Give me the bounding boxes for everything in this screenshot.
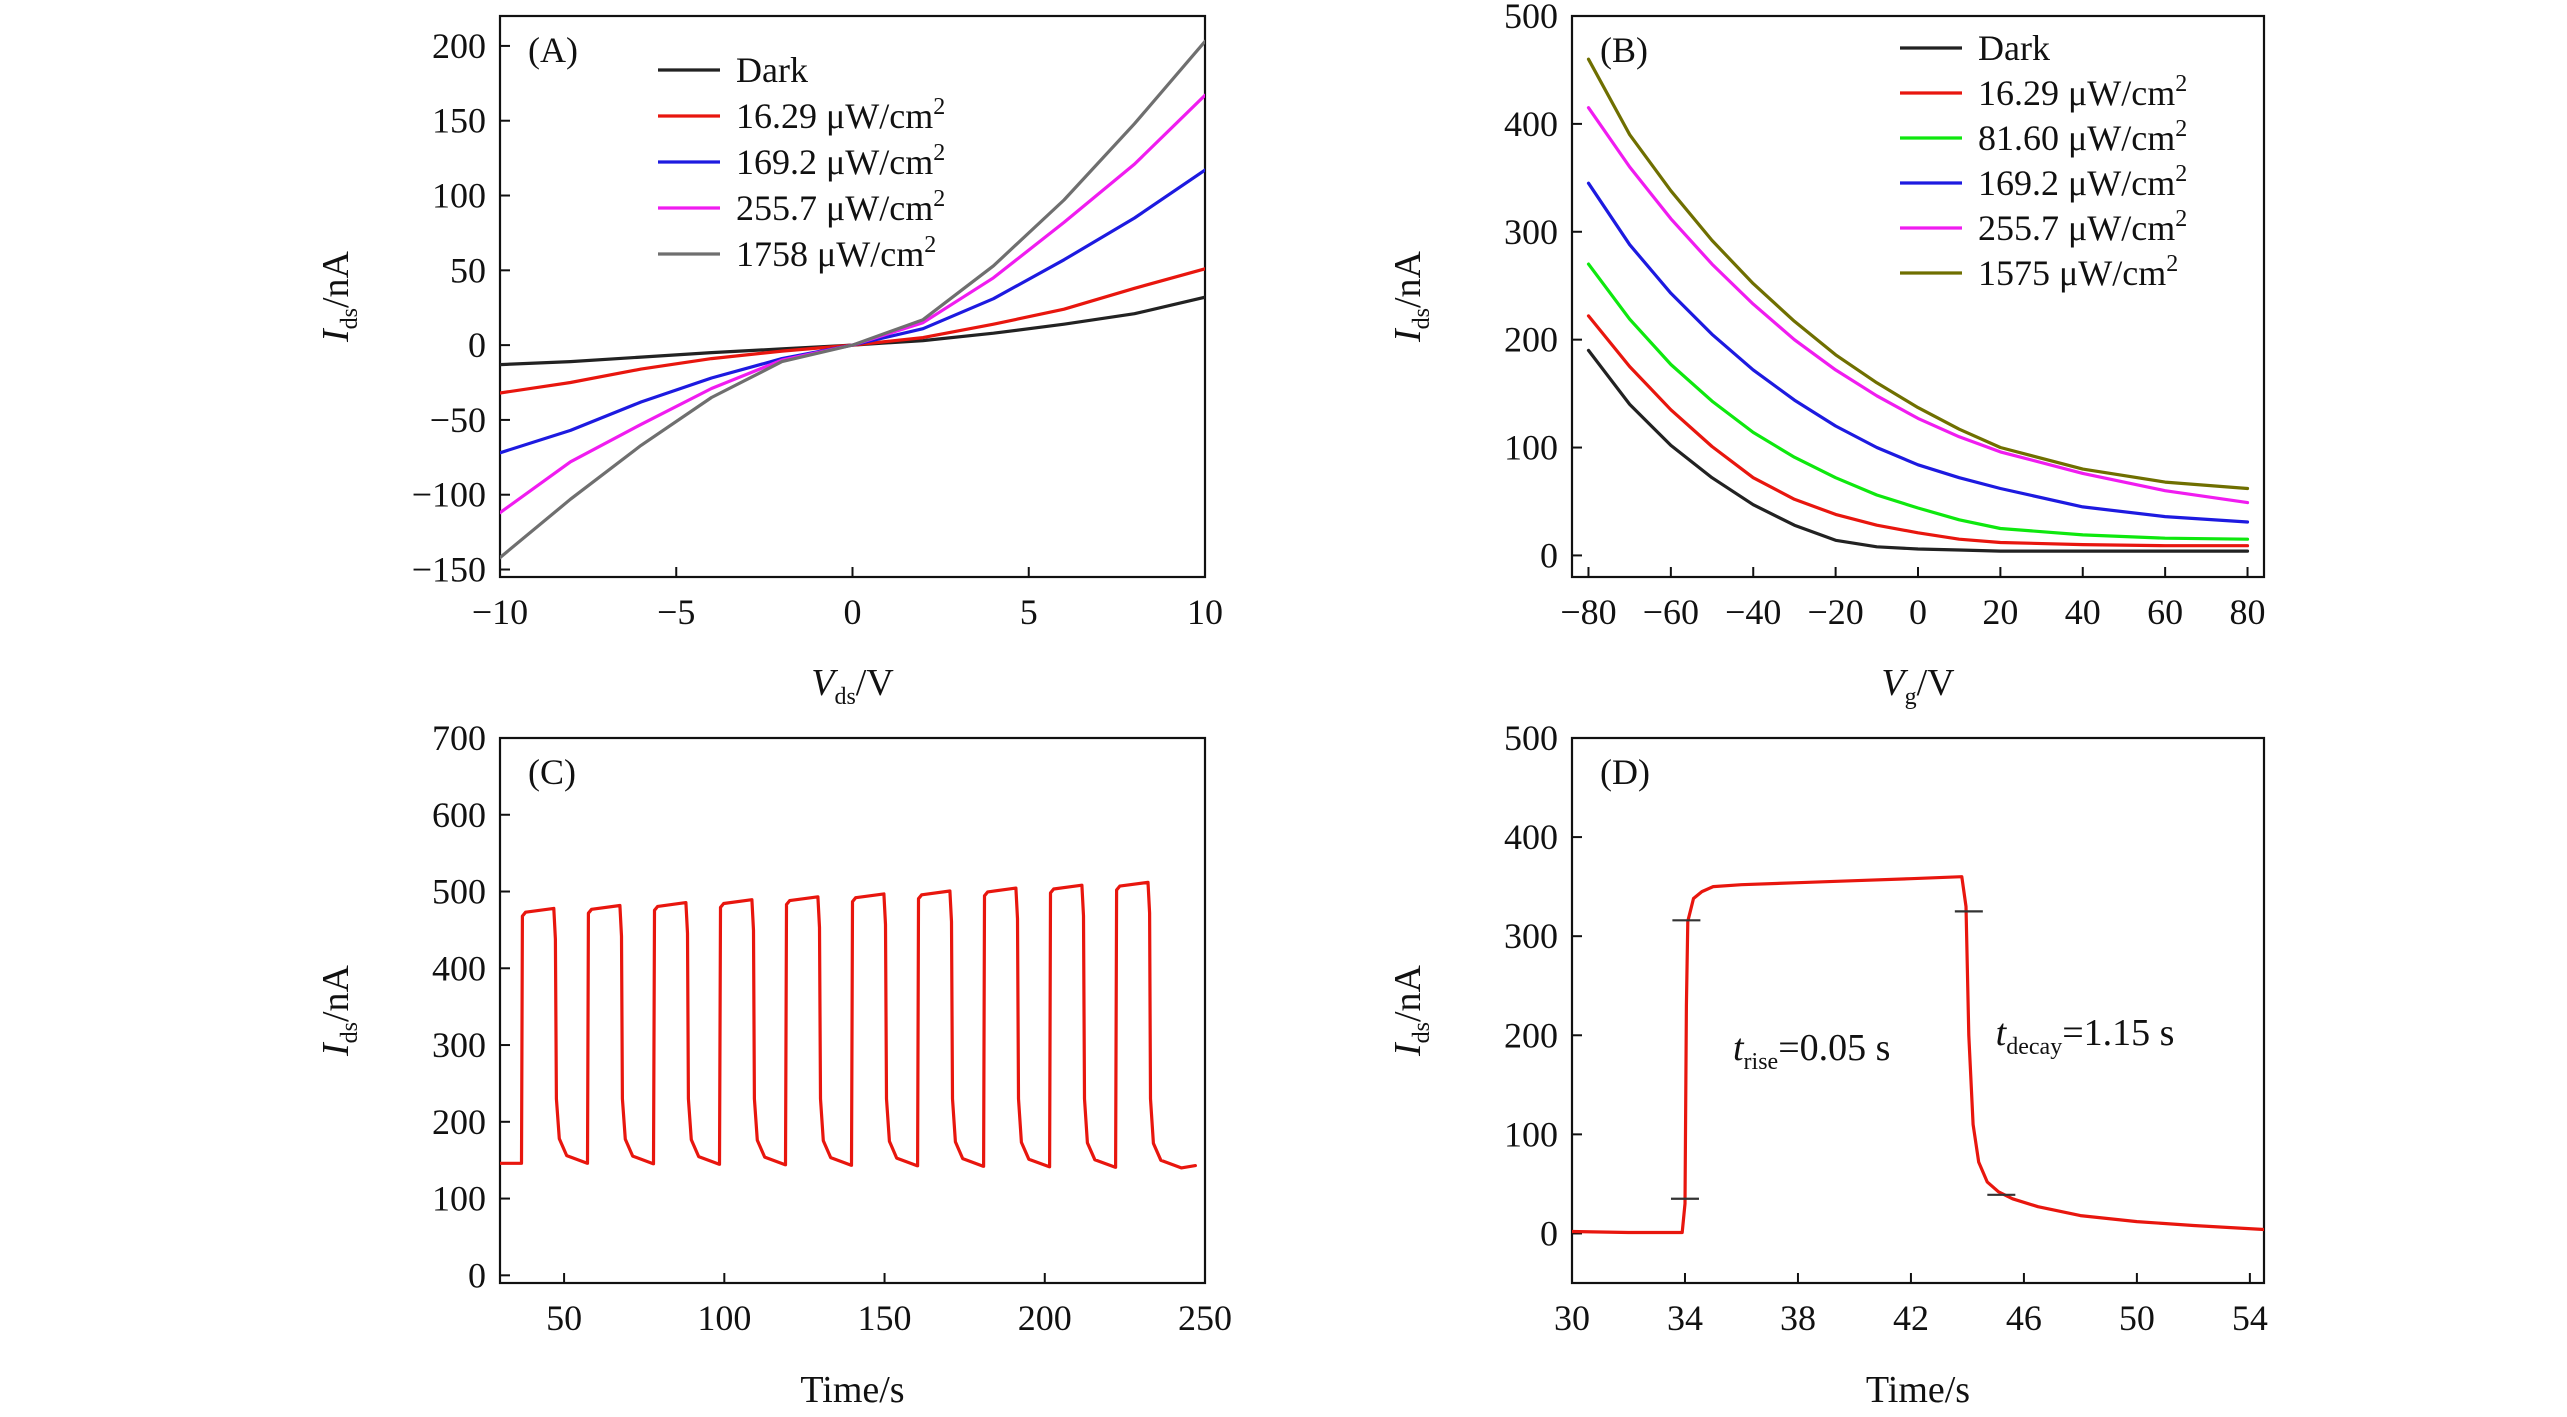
chart-panel-d: 30 34 38 42 46 50 54 0 100 200 300 400 500 Ids/nA Time… — [1387, 718, 2268, 1411]
panel-label: (A) — [528, 30, 578, 70]
y-tick-label: 100 — [432, 1179, 486, 1219]
x-tick-label: 40 — [2065, 592, 2101, 632]
y-tick-label: 400 — [1504, 104, 1558, 144]
plot-frame — [1570, 736, 2266, 1285]
legend-label: 169.2 μW/cm2 — [1978, 161, 2187, 203]
y-tick-label: 300 — [432, 1025, 486, 1065]
x-tick-label: −20 — [1807, 592, 1863, 632]
legend-label: 255.7 μW/cm2 — [1978, 206, 2187, 248]
x-tick-label: −60 — [1643, 592, 1699, 632]
x-tick-label: 42 — [1893, 1298, 1929, 1338]
series-line-0 — [500, 880, 1197, 1170]
y-tick-label: −100 — [412, 475, 486, 515]
x-tick-label: −40 — [1725, 592, 1781, 632]
y-tick-label: 500 — [1504, 718, 1558, 758]
series-line-1 — [500, 267, 1205, 395]
x-tick-label: −10 — [472, 592, 528, 632]
y-tick-label: 100 — [1504, 1114, 1558, 1154]
y-tick-label: 200 — [1504, 320, 1558, 360]
y-tick-label: 400 — [432, 948, 486, 988]
legend-label: 16.29 μW/cm2 — [736, 94, 945, 136]
x-axis-label: Time/s — [800, 1369, 904, 1411]
chart-panel-c: 50 100 150 200 250 0 100 200 300 400 500 600 700 Ids/… — [315, 718, 1232, 1411]
series-line-4 — [1586, 106, 2250, 505]
annotation-decay: tdecay=1.15 s — [1996, 1012, 2175, 1060]
x-axis-label: Time/s — [1866, 1369, 1970, 1411]
x-tick-label: 50 — [546, 1298, 582, 1338]
x-tick-label: 0 — [844, 592, 862, 632]
x-tick-label: 38 — [1780, 1298, 1816, 1338]
y-tick-label: 0 — [468, 1255, 486, 1295]
x-tick-label: 150 — [858, 1298, 912, 1338]
y-tick-label: 0 — [468, 325, 486, 365]
y-tick-label: −150 — [412, 550, 486, 590]
y-tick-label: 400 — [1504, 817, 1558, 857]
y-tick-label: 100 — [1504, 428, 1558, 468]
series-line-0 — [500, 295, 1205, 367]
series-line-0 — [1572, 875, 2264, 1235]
y-axis-label: Ids/nA — [315, 964, 363, 1057]
y-tick-label: 300 — [1504, 212, 1558, 252]
legend-label: 169.2 μW/cm2 — [736, 140, 945, 182]
y-axis-label: Ids/nA — [1387, 964, 1435, 1057]
x-tick-label: 20 — [1982, 592, 2018, 632]
legend-label: 1758 μW/cm2 — [736, 232, 936, 274]
y-tick-label: 0 — [1540, 1213, 1558, 1253]
x-tick-label: 5 — [1020, 592, 1038, 632]
chart-panel-a: −10 −5 0 5 10−150−100−50050100150200Ids/nAVd… — [315, 14, 1223, 710]
x-tick-label: 30 — [1554, 1298, 1590, 1338]
y-tick-label: 500 — [1504, 0, 1558, 36]
x-tick-label: 10 — [1187, 592, 1223, 632]
plot-frame — [498, 736, 1207, 1285]
y-tick-label: 300 — [1504, 916, 1558, 956]
series-line-2 — [1586, 262, 2250, 541]
x-tick-label: 80 — [2230, 592, 2266, 632]
y-tick-label: 200 — [1504, 1015, 1558, 1055]
y-axis-label: Ids/nA — [1387, 250, 1435, 343]
x-tick-label: −5 — [657, 592, 695, 632]
x-tick-label: 46 — [2006, 1298, 2042, 1338]
x-tick-label: 100 — [697, 1298, 751, 1338]
legend-label: Dark — [736, 50, 808, 90]
series-line-4 — [500, 39, 1205, 560]
legend-label: 81.60 μW/cm2 — [1978, 116, 2187, 158]
legend-label: Dark — [1978, 28, 2050, 68]
series-line-3 — [1586, 181, 2250, 524]
annotation-rise: trise=0.05 s — [1733, 1027, 1890, 1075]
x-tick-label: 50 — [2119, 1298, 2155, 1338]
y-tick-label: 50 — [450, 250, 486, 290]
x-axis-label: Vg/V — [1881, 662, 1955, 710]
y-tick-label: −50 — [430, 400, 486, 440]
series-line-5 — [1586, 57, 2250, 491]
legend-label: 1575 μW/cm2 — [1978, 251, 2178, 293]
x-tick-label: 200 — [1018, 1298, 1072, 1338]
legend-label: 255.7 μW/cm2 — [736, 186, 945, 228]
series-line-1 — [1586, 314, 2250, 548]
x-tick-label: 34 — [1667, 1298, 1703, 1338]
y-tick-label: 150 — [432, 101, 486, 141]
chart-panel-b: −80 −60 −40 −20 0 20 40 60 80 0 100 200 300 400 500 Ids… — [1387, 0, 2266, 710]
x-tick-label: 250 — [1178, 1298, 1232, 1338]
y-axis-label: Ids/nA — [315, 250, 363, 343]
series-line-0 — [1586, 348, 2250, 553]
panel-label: (C) — [528, 752, 576, 792]
y-tick-label: 100 — [432, 176, 486, 216]
panel-label: (B) — [1600, 30, 1648, 70]
y-tick-label: 200 — [432, 26, 486, 66]
x-tick-label: −80 — [1560, 592, 1616, 632]
y-tick-label: 500 — [432, 872, 486, 912]
y-tick-label: 700 — [432, 718, 486, 758]
y-tick-label: 0 — [1540, 535, 1558, 575]
x-axis-label: Vds/V — [811, 662, 894, 710]
legend-label: 16.29 μW/cm2 — [1978, 71, 2187, 113]
y-tick-label: 600 — [432, 795, 486, 835]
x-tick-label: 54 — [2232, 1298, 2268, 1338]
y-tick-label: 200 — [432, 1102, 486, 1142]
x-tick-label: 60 — [2147, 592, 2183, 632]
x-tick-label: 0 — [1909, 592, 1927, 632]
panel-label: (D) — [1600, 752, 1650, 792]
